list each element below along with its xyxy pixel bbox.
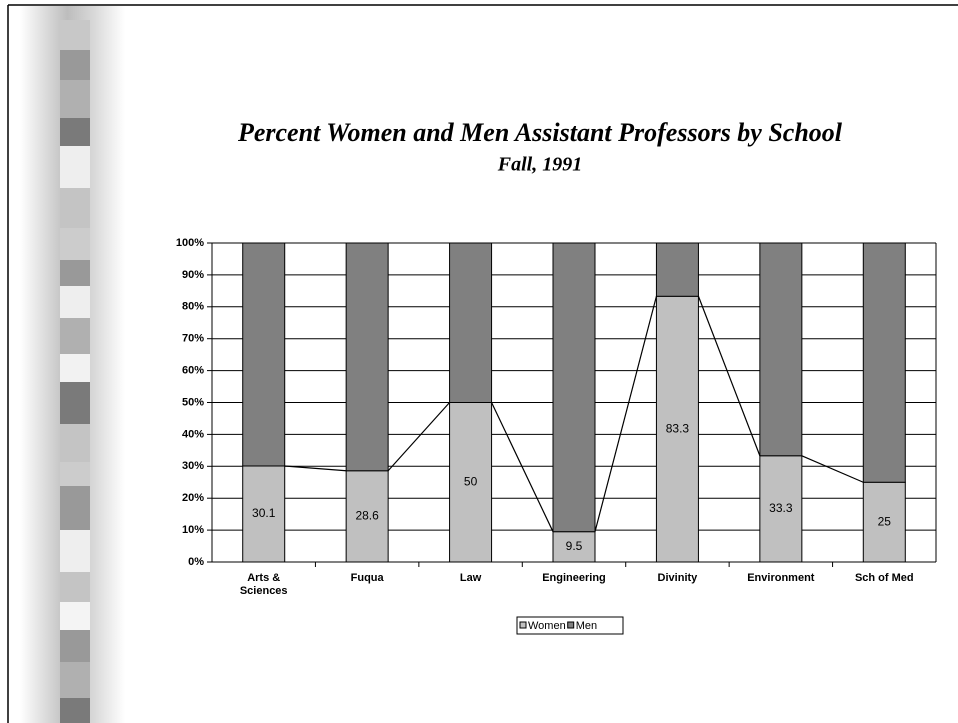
y-tick-label: 0%	[188, 556, 204, 568]
data-label: 9.5	[566, 539, 583, 553]
series-line	[284, 465, 347, 472]
x-tick-label: Arts & Sciences	[239, 572, 288, 597]
series-line	[387, 402, 451, 472]
x-tick-label: Sch of Med	[854, 572, 914, 584]
legend-swatch	[567, 621, 575, 629]
bar-segment	[449, 242, 493, 403]
bar-segment	[862, 242, 906, 483]
y-tick-label: 100%	[176, 237, 204, 249]
series-line	[697, 296, 761, 456]
series-line	[491, 402, 554, 532]
x-tick-label: Environment	[747, 572, 815, 584]
data-label: 33.3	[769, 501, 793, 515]
bar-segment	[242, 465, 286, 563]
data-label: 30.1	[252, 506, 276, 520]
x-tick-label: Law	[459, 572, 482, 584]
data-label: 25	[878, 514, 892, 528]
bar-segment	[655, 295, 699, 563]
data-label: 50	[464, 474, 478, 488]
chart-subtitle: Fall, 1991	[497, 154, 582, 176]
series-line	[801, 455, 864, 483]
y-tick-label: 30%	[182, 460, 204, 472]
x-tick-label: Fuqua	[350, 572, 384, 584]
chart-title: Percent Women and Men Assistant Professo…	[237, 118, 843, 147]
bar-segment	[759, 242, 803, 457]
y-tick-label: 60%	[182, 365, 204, 377]
y-tick-label: 10%	[182, 524, 204, 536]
bar-segment	[862, 481, 906, 563]
side-stripe	[60, 20, 90, 723]
bar-segment	[552, 531, 596, 563]
data-label: 83.3	[666, 421, 690, 435]
legend-label: Women	[528, 620, 566, 632]
x-tick-label: Engineering	[542, 572, 606, 584]
x-tick-label: Divinity	[657, 572, 698, 584]
bar-segment	[655, 242, 699, 297]
y-tick-label: 90%	[182, 269, 204, 281]
data-label: 28.6	[355, 509, 379, 523]
y-tick-label: 70%	[182, 333, 204, 345]
series-line	[594, 296, 658, 532]
y-tick-label: 80%	[182, 301, 204, 313]
bar-segment	[345, 242, 389, 472]
y-tick-label: 50%	[182, 396, 204, 408]
legend-label: Men	[576, 620, 597, 632]
bar-segment	[345, 470, 389, 563]
bar-segment	[552, 242, 596, 533]
bar-segment	[759, 455, 803, 563]
y-tick-label: 40%	[182, 428, 204, 440]
bar-segment	[242, 242, 286, 467]
legend-swatch	[519, 621, 527, 629]
y-tick-label: 20%	[182, 492, 204, 504]
